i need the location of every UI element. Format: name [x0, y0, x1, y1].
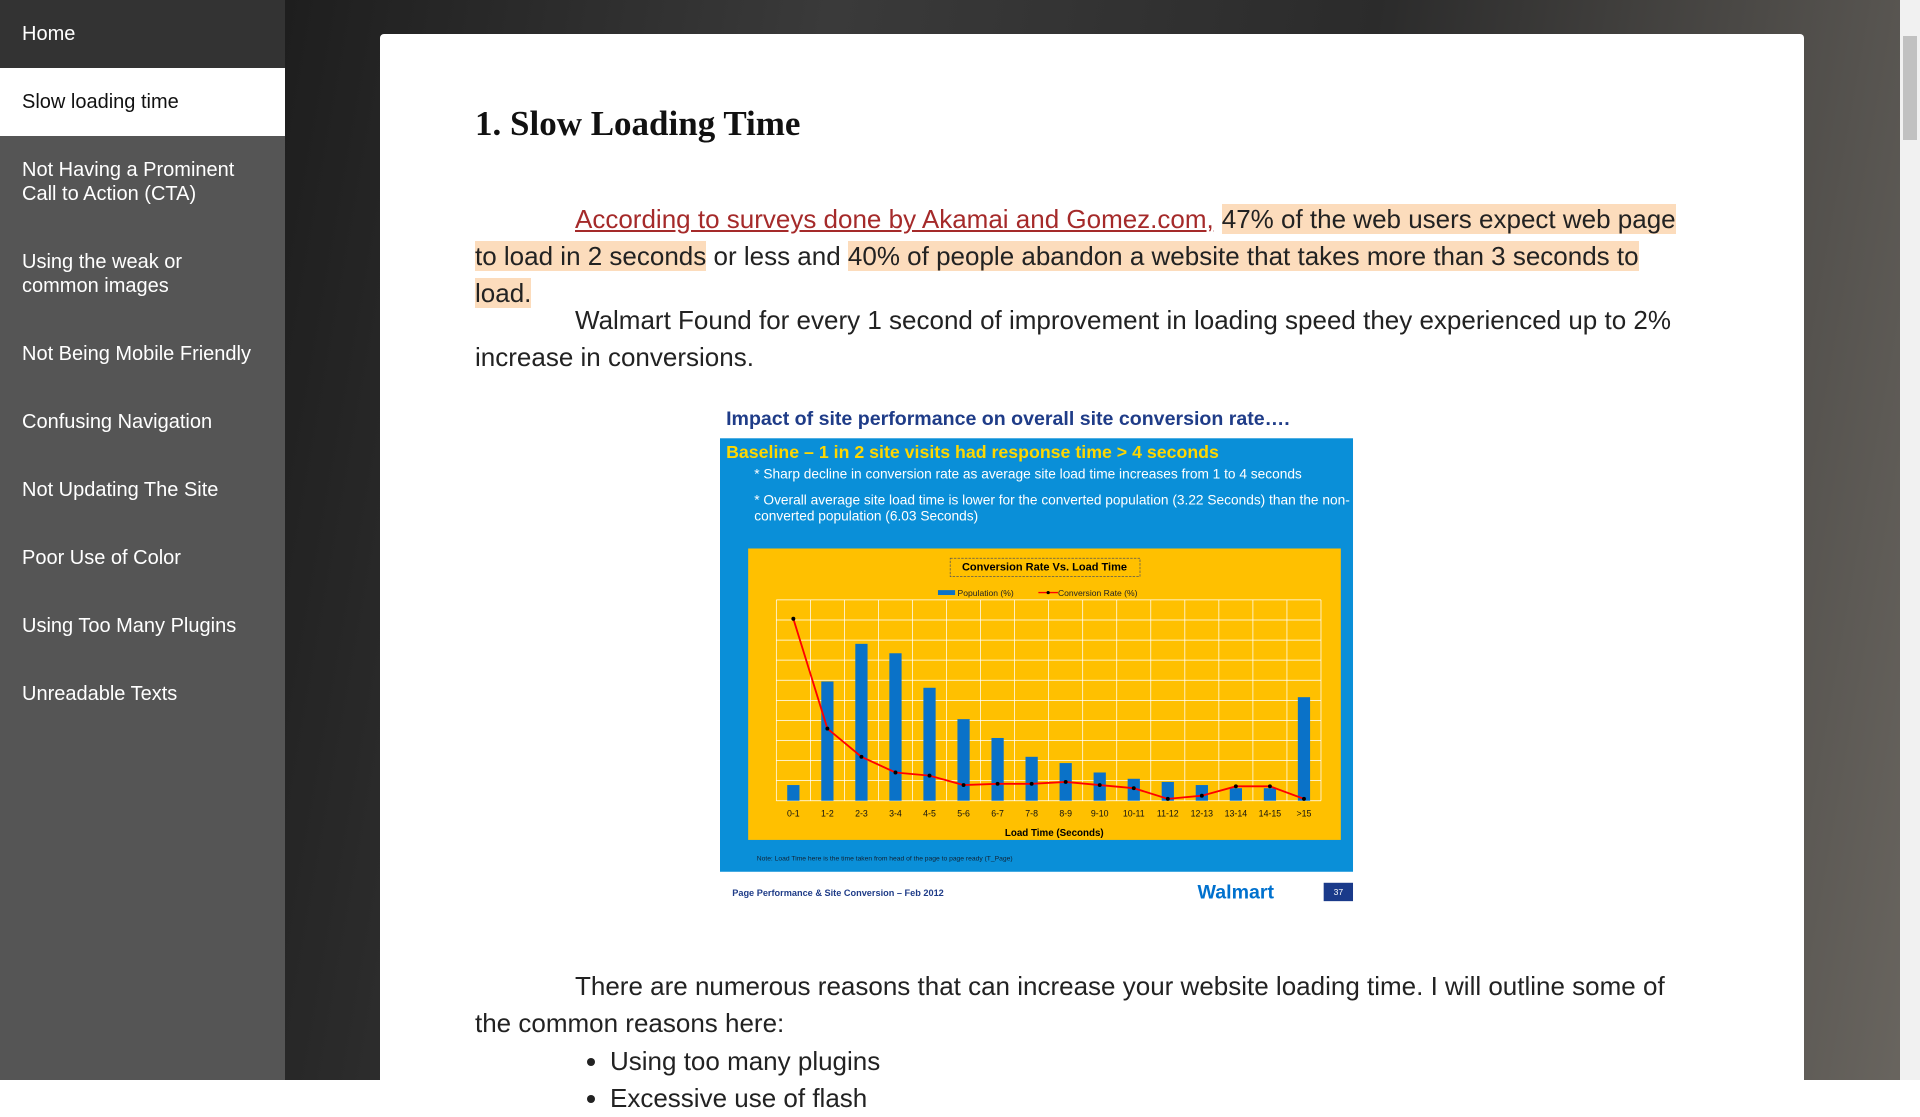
bar — [1229, 788, 1243, 801]
text-span: or less and — [706, 241, 848, 271]
page-badge — [1323, 882, 1354, 902]
figure-title: Impact of site performance on overall si… — [726, 408, 1290, 430]
x-tick-label: 12-13 — [1191, 809, 1214, 819]
x-tick-label: 10-11 — [1123, 809, 1145, 819]
nav-item[interactable]: Home — [0, 0, 285, 68]
point — [1063, 779, 1068, 784]
nav-item[interactable]: Not Updating The Site — [0, 456, 285, 524]
bar — [889, 653, 902, 801]
heading: 1. Slow Loading Time — [475, 104, 801, 143]
page: Home Slow loading time Not Having a Promin… — [0, 0, 1920, 1080]
bar — [1025, 756, 1038, 801]
reason: Using too many plugins — [610, 1043, 1835, 1080]
point — [1131, 786, 1136, 791]
x-tick-label: 14-15 — [1259, 809, 1282, 819]
link[interactable]: According to surveys done by Akamai and … — [575, 204, 1214, 234]
nav-item[interactable]: Not Having a Prominent Call to Action (C… — [0, 136, 285, 228]
bar — [1263, 788, 1277, 801]
reason-list: Using too many pluginsExcessive use of f… — [475, 1043, 1835, 1117]
scrollbar[interactable] — [1900, 0, 1920, 1080]
x-tick-label: 1-2 — [821, 809, 834, 819]
nav-label: Using the weak or common images — [22, 251, 183, 297]
point — [1233, 784, 1238, 789]
paragraph: Walmart Found for every 1 second of impr… — [475, 305, 1671, 372]
bullet: * Sharp decline in conversion rate as av… — [754, 467, 1302, 483]
bullets: * Sharp decline in conversion rate as av… — [754, 467, 1350, 525]
bar — [991, 737, 1004, 801]
bar — [821, 681, 834, 801]
line — [792, 618, 1305, 800]
x-tick-label: 6-7 — [991, 809, 1004, 819]
x-tick-label: 5-6 — [957, 809, 970, 819]
scroll-thumb[interactable] — [1903, 36, 1917, 140]
point — [995, 781, 1000, 786]
page-number: 37 — [1334, 887, 1344, 897]
nav-label: Poor Use of Color — [22, 547, 181, 569]
x-tick-label: 3-4 — [889, 809, 902, 819]
legend-swatch — [937, 590, 956, 596]
nav-item[interactable]: Unreadable Texts — [0, 660, 285, 728]
nav-label: Unreadable Texts — [22, 683, 178, 705]
nav-label: Slow loading time — [22, 91, 179, 113]
nav-label: Home — [22, 23, 76, 45]
bar — [923, 687, 936, 801]
nav-item[interactable]: Not Being Mobile Friendly — [0, 320, 285, 388]
x-tick-label: 4-5 — [923, 809, 936, 819]
nav-label: Confusing Navigation — [22, 411, 213, 433]
bar — [1195, 785, 1208, 801]
point — [1302, 796, 1306, 801]
bar — [957, 719, 970, 801]
point — [825, 726, 830, 731]
nav-label: Not Having a Prominent Call to Action (C… — [22, 159, 235, 205]
nav-item[interactable]: Confusing Navigation — [0, 388, 285, 456]
nav-label: Using Too Many Plugins — [22, 615, 237, 637]
bar — [1297, 697, 1311, 801]
x-axis-title: Load Time (Seconds) — [1005, 828, 1104, 839]
point — [1097, 783, 1102, 788]
article-card: 1. Slow Loading Time According to survey… — [380, 34, 1804, 1113]
footer: Page Performance & Site Conversion – Feb… — [732, 888, 944, 898]
x-tick-label: 0-1 — [787, 809, 800, 819]
reason: Excessive use of flash — [610, 1080, 1835, 1117]
point — [893, 770, 898, 775]
point — [1029, 781, 1034, 786]
nav-item[interactable]: Slow loading time — [0, 68, 285, 136]
nav-label: Not Updating The Site — [22, 479, 219, 501]
nav-item[interactable]: Using Too Many Plugins — [0, 592, 285, 660]
plot-panel — [748, 548, 1341, 840]
x-tick-label: >15 — [1296, 809, 1311, 819]
intro: According to surveys done by Akamai and … — [475, 201, 1700, 312]
figure: Impact of site performance on overall si… — [720, 408, 1354, 904]
bar — [787, 785, 800, 801]
x-tick-label: 2-3 — [855, 809, 868, 819]
brand: Walmart — [1198, 882, 1275, 904]
bullet: * Overall average site load time is lowe… — [754, 492, 1350, 525]
x-tick-label: 7-8 — [1025, 809, 1038, 819]
nav-item[interactable]: Poor Use of Color — [0, 524, 285, 592]
note: Note: Load Time here is the time taken f… — [757, 856, 1013, 863]
legend-dot — [1046, 590, 1050, 595]
point — [961, 783, 966, 788]
point — [927, 773, 932, 778]
chart-title: Conversion Rate Vs. Load Time — [962, 562, 1127, 574]
baseline: Baseline – 1 in 2 site visits had respon… — [726, 442, 1219, 462]
nav-label: Not Being Mobile Friendly — [22, 343, 251, 365]
chart-title-box — [949, 557, 1141, 578]
point — [1165, 796, 1170, 801]
x-tick-label: 13-14 — [1225, 809, 1248, 819]
legend-label: Population (%) — [958, 588, 1014, 598]
nav-item[interactable]: Using the weak or common images — [0, 228, 285, 320]
bar — [1161, 781, 1174, 801]
bar — [855, 643, 868, 801]
point — [1199, 793, 1204, 798]
x-tick-label: 11-12 — [1157, 809, 1179, 819]
point — [1267, 784, 1272, 789]
point — [859, 754, 864, 759]
x-tick-label: 9-10 — [1091, 809, 1109, 819]
x-tick-label: 8-9 — [1059, 809, 1072, 819]
legend-label: Conversion Rate (%) — [1058, 588, 1138, 598]
outro: There are numerous reasons that can incr… — [475, 971, 1665, 1038]
sidebar: Home Slow loading time Not Having a Promin… — [0, 0, 285, 1080]
point — [791, 616, 796, 621]
